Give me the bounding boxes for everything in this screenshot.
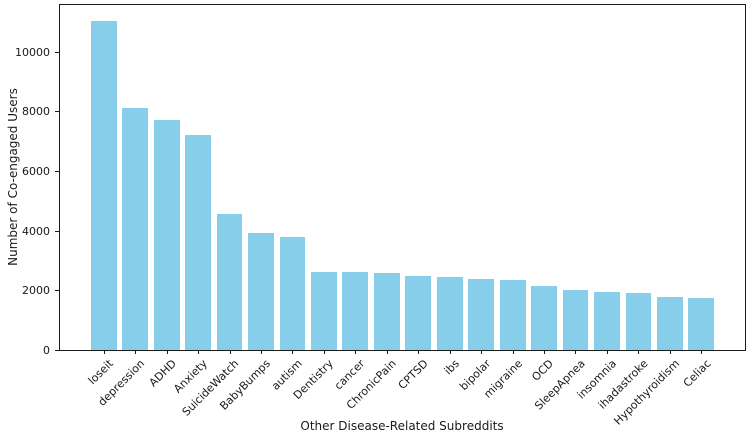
bar-slot	[245, 5, 276, 350]
bar-slot	[403, 5, 434, 350]
bar-slot	[497, 5, 528, 350]
bar-slot	[528, 5, 559, 350]
bar-slot	[623, 5, 654, 350]
bar-slot	[686, 5, 717, 350]
x-tick-mark	[544, 350, 546, 354]
y-tick-label: 8000	[22, 105, 50, 119]
bar-depression	[122, 108, 149, 350]
y-tick-label: 10000	[15, 45, 50, 59]
x-tick-label-OCD: OCD	[529, 357, 557, 384]
bar-slot	[308, 5, 339, 350]
y-tick-mark	[55, 290, 59, 292]
x-tick-mark	[418, 350, 420, 354]
bar-Hypothyroidism	[656, 296, 683, 350]
bar-migraine	[499, 280, 526, 350]
bar-BabyBumps	[248, 233, 274, 350]
plot-area: 0 2000 4000 6000 8000 10000 loseit depression A…	[15, 4, 746, 428]
bar-insomnia	[594, 291, 620, 350]
x-tick-mark	[701, 350, 703, 354]
bar-slot	[654, 5, 685, 350]
x-tick-mark	[103, 350, 105, 354]
y-tick-mark	[55, 51, 59, 53]
bar-SuicideWatch	[216, 214, 243, 350]
x-tick-mark	[166, 350, 168, 354]
x-tick-mark	[481, 350, 483, 354]
x-tick-mark	[386, 350, 388, 354]
x-tick-mark	[292, 350, 294, 354]
bar-Celiac	[688, 298, 715, 350]
bar-slot	[340, 5, 371, 350]
bar-ihadastroke	[625, 293, 652, 350]
bar-ibs	[436, 277, 463, 350]
bar-slot	[277, 5, 308, 350]
bar-slot	[371, 5, 402, 350]
x-tick-mark	[355, 350, 357, 354]
y-tick-label: 6000	[22, 165, 50, 179]
x-tick-label-ibs: ibs	[441, 357, 462, 378]
bar-CPTSD	[405, 275, 432, 350]
x-tick-mark	[669, 350, 671, 354]
bar-loseit	[90, 20, 117, 350]
bar-Anxiety	[185, 135, 211, 350]
y-tick-label: 0	[43, 344, 50, 357]
bar-SleepApnea	[562, 290, 589, 350]
bar-slot	[151, 5, 182, 350]
x-tick-mark	[606, 350, 608, 354]
bar-cancer	[342, 272, 369, 350]
bar-bipolar	[468, 278, 495, 350]
x-tick-mark	[229, 350, 231, 354]
x-tick-mark	[323, 350, 325, 354]
bar-slot	[434, 5, 465, 350]
x-tick-label-CPTSD: CPTSD	[395, 357, 431, 393]
bar-slot	[182, 5, 213, 350]
x-tick-mark	[512, 350, 514, 354]
bar-slot	[119, 5, 150, 350]
bar-ChronicPain	[373, 273, 400, 350]
x-tick-mark	[135, 350, 137, 354]
bar-slot	[214, 5, 245, 350]
x-tick-mark	[638, 350, 640, 354]
bar-autism	[279, 237, 306, 350]
bar-slot	[560, 5, 591, 350]
bar-OCD	[531, 285, 557, 350]
y-tick-label: 2000	[22, 284, 50, 298]
bars-container	[60, 5, 745, 350]
x-tick-mark	[260, 350, 262, 354]
x-axis-label: Other Disease-Related Subreddits	[300, 419, 504, 433]
y-tick-mark	[55, 230, 59, 232]
y-tick-mark	[55, 171, 59, 173]
x-tick-label-Celiac: Celiac	[680, 357, 714, 390]
bar-ADHD	[153, 119, 180, 350]
bar-slot	[465, 5, 496, 350]
bar-slot	[88, 5, 119, 350]
x-tick-mark	[198, 350, 200, 354]
bar-slot	[591, 5, 622, 350]
y-tick-mark	[55, 111, 59, 113]
bar-Dentistry	[311, 271, 337, 350]
y-tick-mark	[55, 350, 59, 351]
x-tick-mark	[449, 350, 451, 354]
y-tick-label: 4000	[22, 224, 50, 238]
x-tick-mark	[575, 350, 577, 354]
